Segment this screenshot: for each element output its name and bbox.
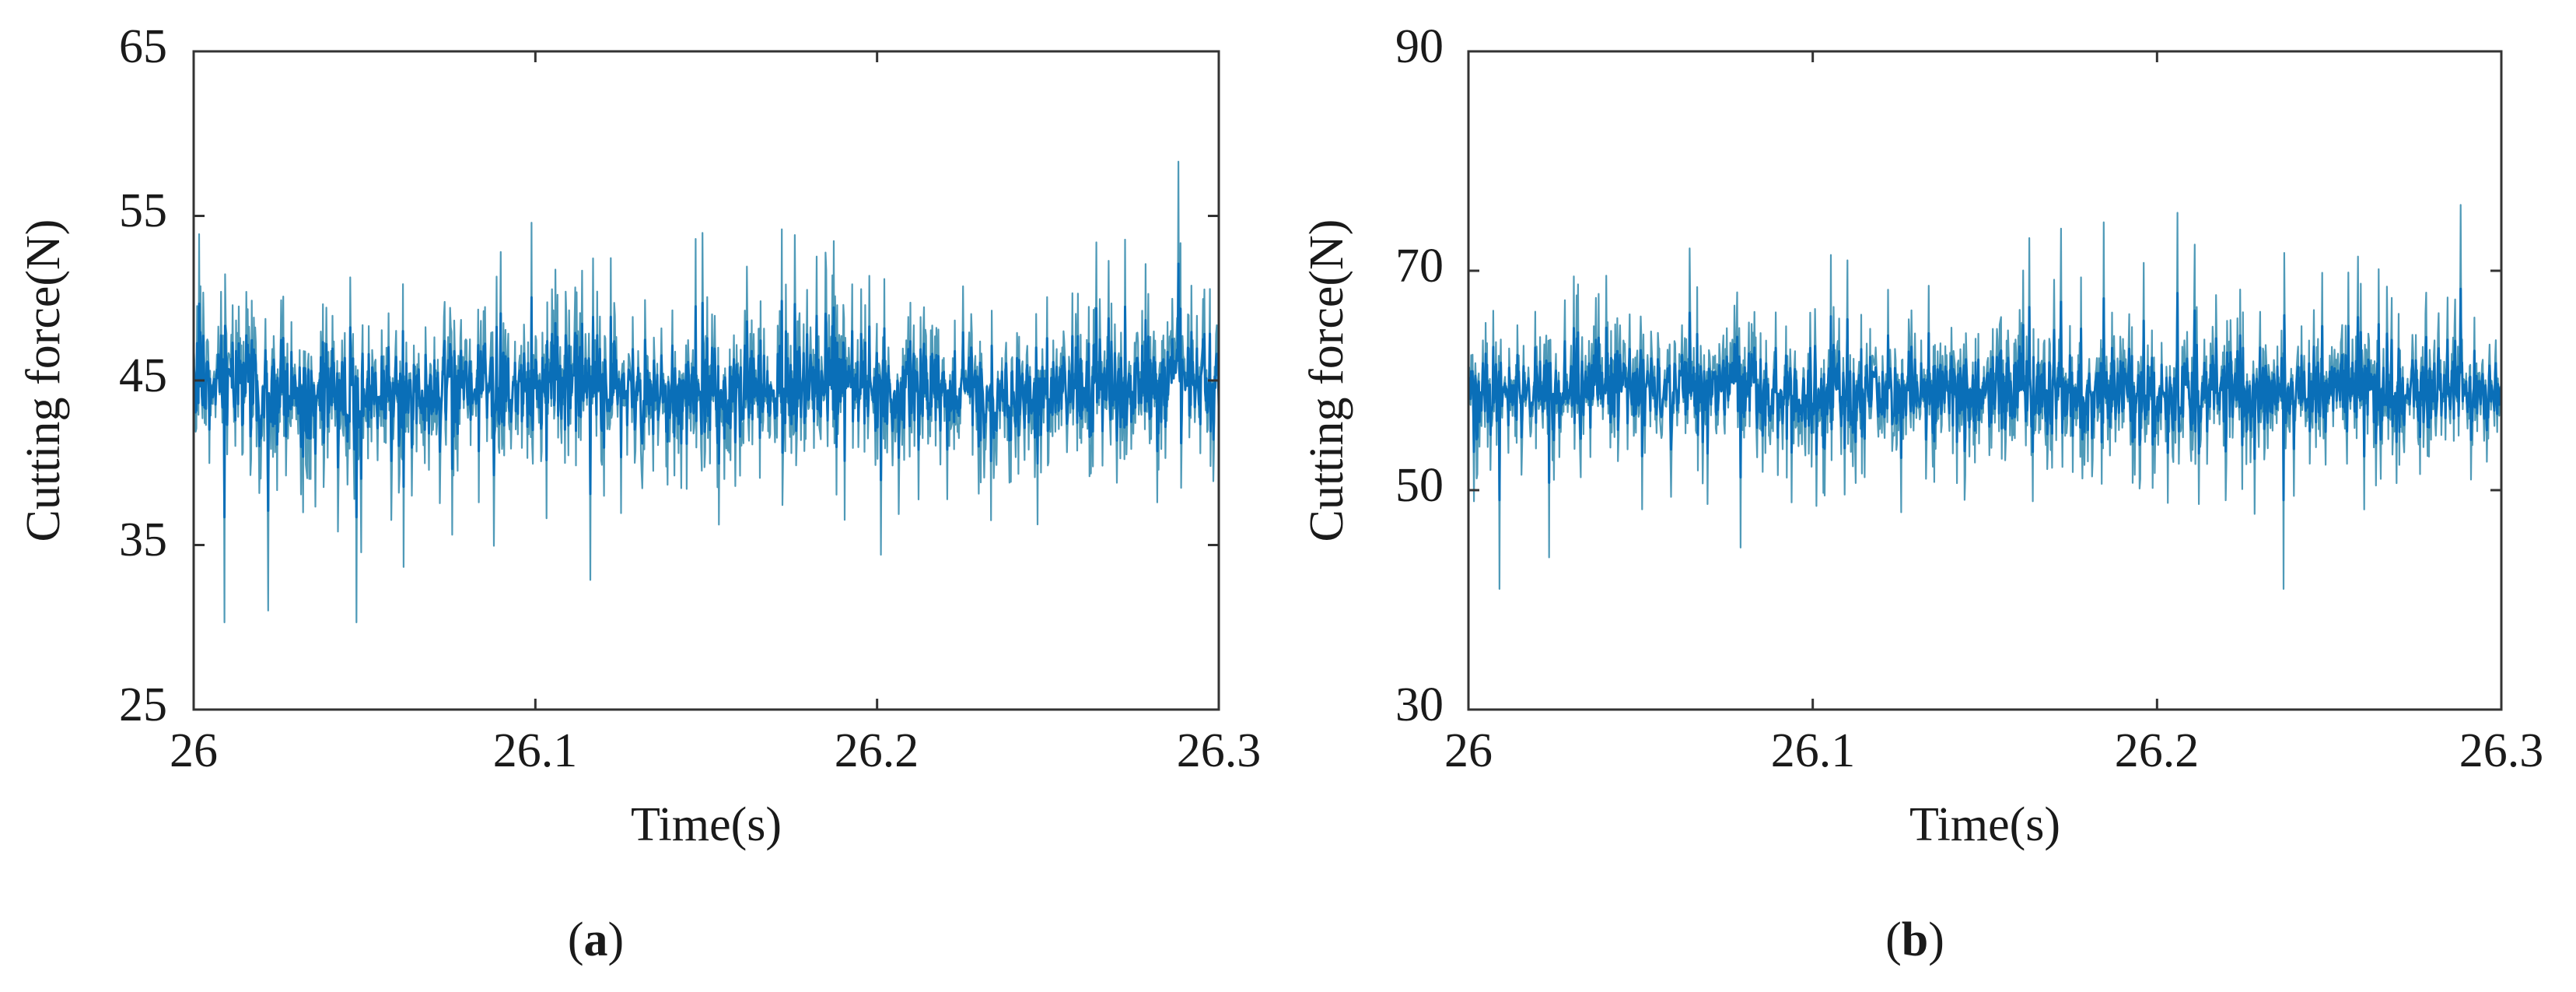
panel-label-a: (a): [568, 913, 624, 966]
x-tick-label: 26: [1444, 724, 1493, 777]
chart-panel-b: 30 50 70 90 26 26.1 26.2 26.3 Time(s) Cu…: [1300, 20, 2543, 966]
axis-ticks-a: [192, 50, 1220, 711]
y-tick-label: 90: [1395, 20, 1444, 73]
y-axis-label: Cutting force(N): [17, 219, 70, 542]
axis-ticks-b: [1467, 50, 2503, 711]
x-tick-label: 26.2: [835, 724, 919, 777]
x-tick-label: 26.2: [2115, 724, 2200, 777]
x-tick-label: 26.1: [1771, 724, 1856, 777]
y-tick-label: 65: [119, 20, 167, 73]
y-tick-label: 45: [119, 349, 167, 402]
y-axis-label: Cutting force(N): [1300, 219, 1353, 542]
x-axis-label: Time(s): [1909, 798, 2060, 851]
signal-trace-b: [1467, 204, 2503, 590]
y-tick-label: 50: [1395, 459, 1444, 512]
x-tick-label: 26.1: [493, 724, 578, 777]
panel-label-b: (b): [1885, 913, 1944, 966]
signal-core-band: [1467, 287, 2503, 502]
y-tick-label: 30: [1395, 678, 1444, 731]
signal-core-band: [192, 262, 1220, 519]
signal-trace-a: [192, 160, 1220, 623]
x-tick-label: 26: [170, 724, 218, 777]
y-tick-label: 70: [1395, 240, 1444, 293]
x-tick-label: 26.3: [2459, 724, 2544, 777]
y-tick-label: 55: [119, 184, 167, 237]
x-axis-label: Time(s): [631, 798, 782, 851]
plot-frame-b: [1467, 50, 2503, 711]
chart-panel-a: 25 35 45 55 65 26 26.1 26.2 26.3 Time(s)…: [17, 20, 1261, 966]
panel-letter-a: a: [584, 913, 608, 966]
panel-letter-b: b: [1902, 913, 1928, 966]
x-tick-label: 26.3: [1177, 724, 1262, 777]
y-tick-label: 25: [119, 678, 167, 731]
y-tick-label: 35: [119, 514, 167, 566]
